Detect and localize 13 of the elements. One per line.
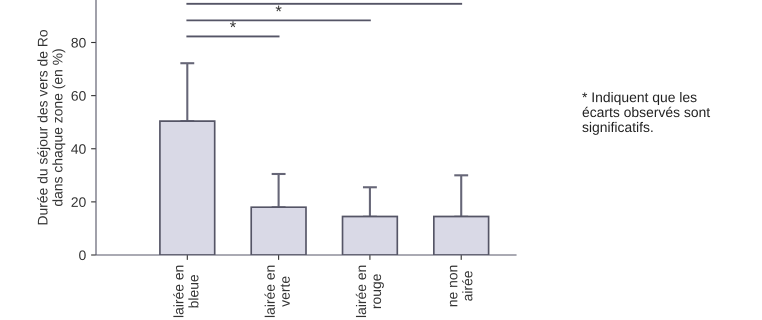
annotation: * [230, 21, 236, 28]
y-tick-label: 0 [79, 250, 86, 260]
y-tick-label: 80 [71, 38, 86, 48]
y-axis-title: Durée du séjour des vers de Ro dans chaque zone (en %) [37, 30, 66, 224]
x-tick-label: lairée en verte [264, 266, 290, 318]
x-tick-label: ne non airée [450, 266, 472, 306]
y-tick-label: 20 [72, 197, 86, 208]
annotation: * [276, 6, 282, 12]
x-tick-label: lairée en rouge [356, 266, 384, 318]
x-tick-label: lairée en bleue [173, 266, 199, 318]
y-tick-label: 60 [72, 90, 86, 101]
text: * Indiquent que les écarts observés sont significatifs. [582, 92, 710, 135]
y-tick-label: 40 [71, 144, 86, 154]
